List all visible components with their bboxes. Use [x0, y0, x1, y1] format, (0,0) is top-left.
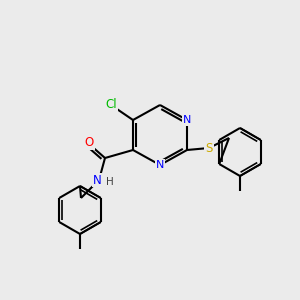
Text: N: N — [93, 173, 101, 187]
Text: N: N — [156, 160, 164, 170]
Text: O: O — [84, 136, 94, 149]
Text: Cl: Cl — [105, 98, 117, 112]
Text: N: N — [183, 115, 191, 125]
Text: S: S — [205, 142, 213, 154]
Text: H: H — [106, 177, 114, 187]
